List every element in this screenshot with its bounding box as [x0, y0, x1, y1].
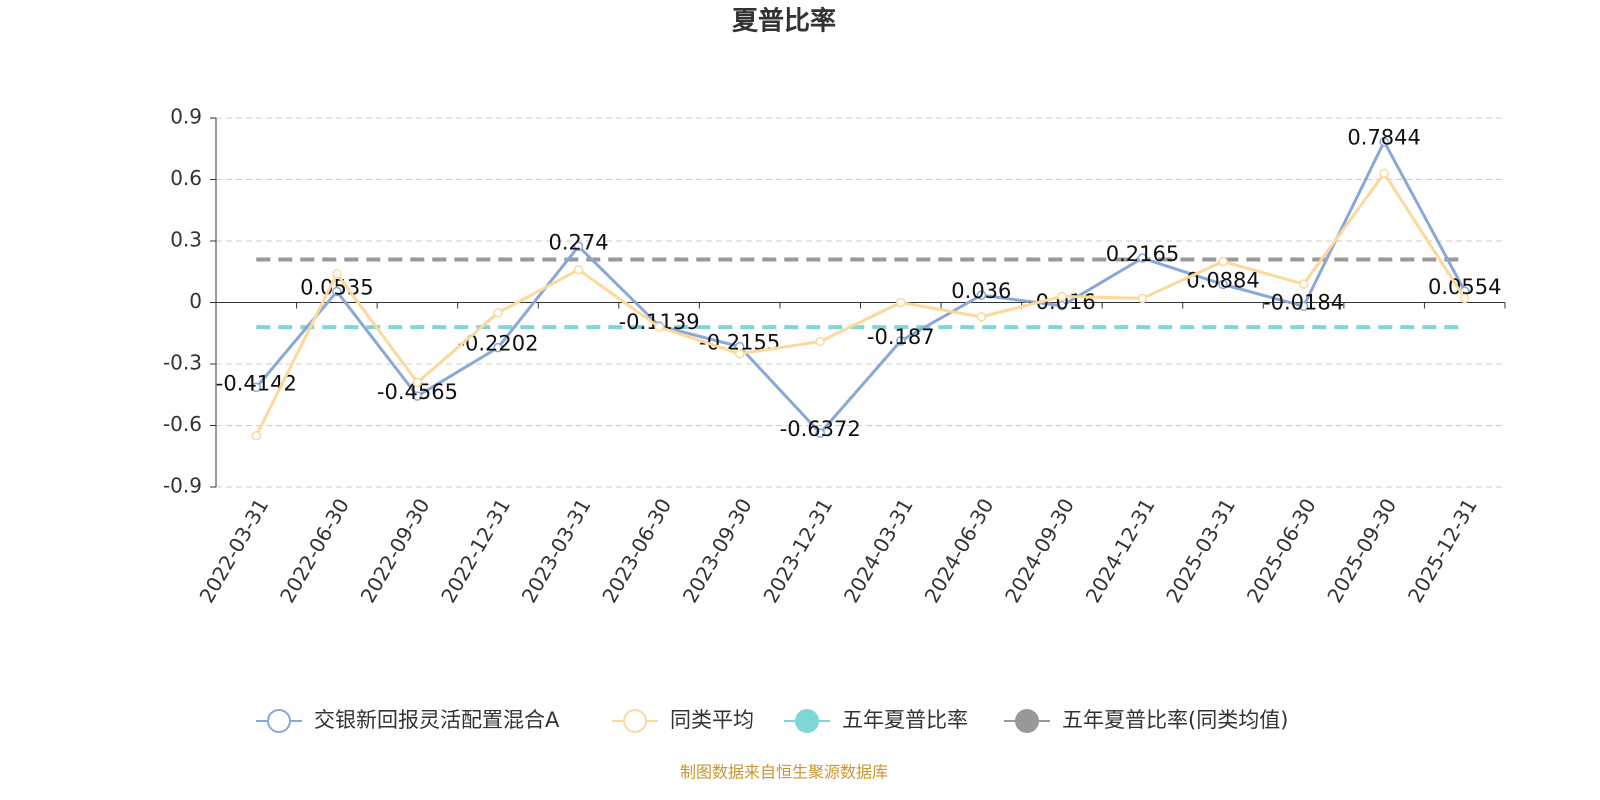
- x-tick-label: 2023-06-30: [597, 494, 676, 607]
- x-tick-label: 2024-03-31: [839, 494, 918, 607]
- data-point: [1218, 279, 1228, 290]
- x-tick-label: 2023-03-31: [517, 494, 596, 607]
- data-label: 0.0535: [300, 276, 373, 300]
- x-tick-label: 2024-06-30: [920, 494, 999, 607]
- data-label: 0.7844: [1347, 126, 1420, 150]
- x-tick-label: 2023-09-30: [678, 494, 757, 607]
- data-point: [493, 342, 503, 353]
- data-point: [332, 269, 342, 279]
- x-tick-label: 2025-03-31: [1161, 494, 1240, 607]
- x-tick-label: 2024-12-31: [1081, 494, 1160, 607]
- legend-icon: [623, 709, 647, 733]
- legend-icon: [795, 709, 819, 733]
- data-point: [815, 336, 825, 347]
- data-point: [1298, 301, 1309, 312]
- data-point: [251, 431, 262, 441]
- data-point: [1218, 256, 1228, 267]
- data-label: 0.036: [951, 279, 1011, 303]
- y-tick-label: -0.6: [163, 412, 202, 436]
- x-tick-label: 2025-09-30: [1322, 494, 1401, 607]
- data-label: -0.4142: [216, 371, 297, 395]
- data-label: -0.187: [867, 325, 935, 349]
- x-tick-label: 2022-09-30: [356, 494, 435, 607]
- data-point: [412, 391, 423, 401]
- x-tick-label: 2022-06-30: [275, 494, 354, 607]
- series-line: [254, 170, 1466, 437]
- data-point: [896, 336, 906, 346]
- data-point: [1379, 136, 1389, 147]
- data-point: [493, 308, 503, 318]
- data-point: [1137, 253, 1148, 263]
- y-tick-label: -0.9: [163, 474, 202, 498]
- data-point: [976, 312, 987, 322]
- data-point: [1459, 293, 1470, 304]
- y-tick-label: 0.6: [170, 166, 202, 190]
- x-tick-label: 2023-12-31: [758, 494, 837, 607]
- y-tick-label: 0.9: [170, 105, 202, 129]
- data-label: -0.6372: [780, 417, 861, 441]
- x-tick-label: 2024-09-30: [1000, 494, 1079, 607]
- legend-icon: [1015, 709, 1039, 733]
- legend-label: 五年夏普比率: [842, 708, 968, 732]
- data-point: [412, 377, 423, 388]
- data-point: [896, 297, 906, 308]
- data-point: [815, 428, 825, 438]
- series-line: [255, 138, 1467, 436]
- data-label: -0.2202: [457, 332, 538, 356]
- data-point: [573, 241, 584, 252]
- x-tick-label: 2025-12-31: [1403, 494, 1482, 607]
- data-point: [573, 264, 584, 275]
- data-point: [1057, 291, 1067, 302]
- data-label: -0.0184: [1263, 290, 1344, 314]
- x-tick-label: 2022-03-31: [194, 494, 273, 607]
- data-point: [251, 382, 262, 393]
- data-point: [1379, 168, 1389, 179]
- legend-icon: [267, 709, 291, 733]
- legend-label: 同类平均: [670, 708, 754, 732]
- data-point: [734, 349, 745, 359]
- data-point: [1137, 293, 1148, 304]
- y-tick-label: 0.3: [170, 228, 202, 252]
- y-tick-label: -0.3: [163, 351, 202, 375]
- data-point: [1057, 301, 1067, 311]
- legend-label: 五年夏普比率(同类均值): [1062, 708, 1288, 732]
- data-label: 0.274: [548, 230, 608, 254]
- data-point: [654, 322, 664, 332]
- x-tick-label: 2025-06-30: [1242, 494, 1321, 607]
- data-label: 0.2165: [1106, 242, 1179, 266]
- y-tick-label: 0: [189, 289, 202, 313]
- data-point: [332, 286, 342, 297]
- source-note: 制图数据来自恒生聚源数据库: [680, 763, 888, 782]
- x-tick-label: 2022-12-31: [436, 494, 515, 607]
- legend-label: 交银新回报灵活配置混合A: [314, 708, 560, 732]
- data-point: [976, 290, 987, 300]
- data-point: [1298, 279, 1309, 289]
- chart-title: 夏普比率: [732, 6, 836, 37]
